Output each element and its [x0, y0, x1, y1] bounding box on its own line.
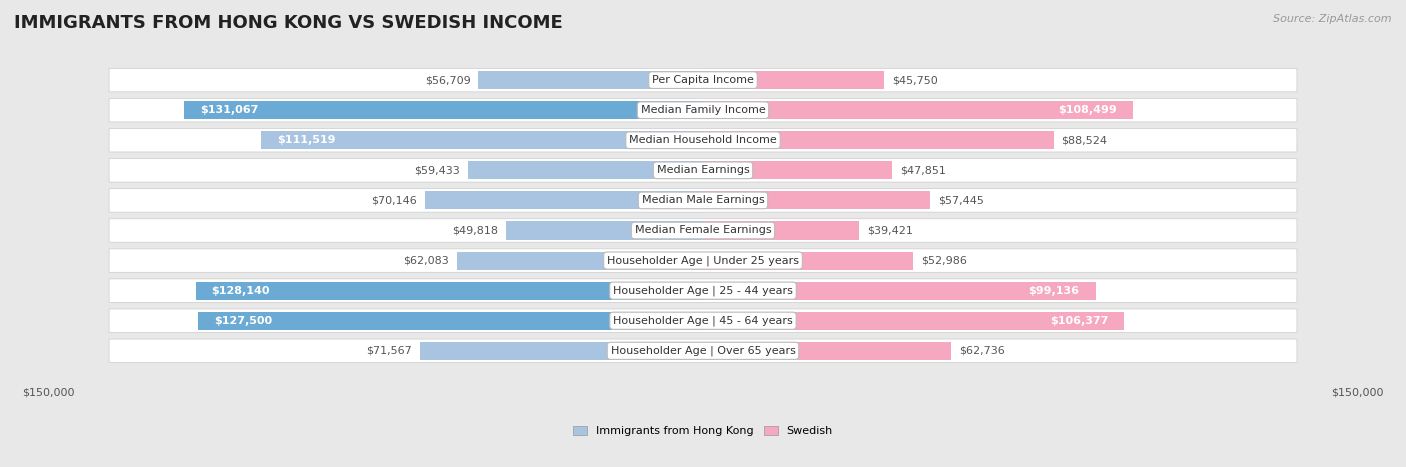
FancyBboxPatch shape	[468, 161, 703, 179]
FancyBboxPatch shape	[703, 131, 1053, 149]
Text: $52,986: $52,986	[921, 255, 966, 266]
Text: $39,421: $39,421	[868, 226, 912, 235]
FancyBboxPatch shape	[262, 131, 703, 149]
Text: Householder Age | Under 25 years: Householder Age | Under 25 years	[607, 255, 799, 266]
FancyBboxPatch shape	[198, 311, 703, 330]
FancyBboxPatch shape	[703, 71, 884, 89]
FancyBboxPatch shape	[110, 279, 1296, 302]
Text: $45,750: $45,750	[891, 75, 938, 85]
Text: Median Female Earnings: Median Female Earnings	[634, 226, 772, 235]
FancyBboxPatch shape	[419, 342, 703, 360]
Text: $70,146: $70,146	[371, 195, 418, 205]
Text: $59,433: $59,433	[413, 165, 460, 175]
FancyBboxPatch shape	[110, 249, 1296, 272]
Text: Householder Age | 45 - 64 years: Householder Age | 45 - 64 years	[613, 316, 793, 326]
FancyBboxPatch shape	[110, 68, 1296, 92]
Legend: Immigrants from Hong Kong, Swedish: Immigrants from Hong Kong, Swedish	[569, 422, 837, 441]
Text: $128,140: $128,140	[211, 286, 270, 296]
Text: $57,445: $57,445	[938, 195, 984, 205]
FancyBboxPatch shape	[110, 99, 1296, 122]
Text: $56,709: $56,709	[425, 75, 471, 85]
Text: Median Family Income: Median Family Income	[641, 105, 765, 115]
Text: IMMIGRANTS FROM HONG KONG VS SWEDISH INCOME: IMMIGRANTS FROM HONG KONG VS SWEDISH INC…	[14, 14, 562, 32]
Text: $62,736: $62,736	[959, 346, 1005, 356]
Text: $99,136: $99,136	[1029, 286, 1080, 296]
Text: $111,519: $111,519	[277, 135, 336, 145]
Text: Median Male Earnings: Median Male Earnings	[641, 195, 765, 205]
FancyBboxPatch shape	[703, 342, 952, 360]
FancyBboxPatch shape	[703, 252, 912, 269]
Text: $106,377: $106,377	[1050, 316, 1108, 325]
FancyBboxPatch shape	[703, 221, 859, 240]
FancyBboxPatch shape	[703, 191, 931, 209]
FancyBboxPatch shape	[457, 252, 703, 269]
Text: $62,083: $62,083	[404, 255, 450, 266]
Text: Householder Age | Over 65 years: Householder Age | Over 65 years	[610, 346, 796, 356]
Text: $150,000: $150,000	[22, 388, 75, 398]
Text: $88,524: $88,524	[1062, 135, 1108, 145]
Text: Householder Age | 25 - 44 years: Householder Age | 25 - 44 years	[613, 285, 793, 296]
Text: $47,851: $47,851	[900, 165, 946, 175]
Text: $49,818: $49,818	[451, 226, 498, 235]
Text: Source: ZipAtlas.com: Source: ZipAtlas.com	[1274, 14, 1392, 24]
FancyBboxPatch shape	[703, 161, 893, 179]
Text: Median Household Income: Median Household Income	[628, 135, 778, 145]
FancyBboxPatch shape	[110, 309, 1296, 333]
FancyBboxPatch shape	[110, 128, 1296, 152]
FancyBboxPatch shape	[425, 191, 703, 209]
Text: Median Earnings: Median Earnings	[657, 165, 749, 175]
Text: $71,567: $71,567	[366, 346, 412, 356]
FancyBboxPatch shape	[195, 282, 703, 300]
FancyBboxPatch shape	[110, 219, 1296, 242]
FancyBboxPatch shape	[184, 101, 703, 119]
Text: $108,499: $108,499	[1057, 105, 1116, 115]
FancyBboxPatch shape	[703, 101, 1133, 119]
FancyBboxPatch shape	[110, 339, 1296, 362]
FancyBboxPatch shape	[703, 282, 1095, 300]
FancyBboxPatch shape	[110, 189, 1296, 212]
FancyBboxPatch shape	[703, 311, 1125, 330]
Text: Per Capita Income: Per Capita Income	[652, 75, 754, 85]
FancyBboxPatch shape	[478, 71, 703, 89]
FancyBboxPatch shape	[110, 159, 1296, 182]
Text: $150,000: $150,000	[1331, 388, 1384, 398]
Text: $131,067: $131,067	[200, 105, 259, 115]
FancyBboxPatch shape	[506, 221, 703, 240]
Text: $127,500: $127,500	[214, 316, 273, 325]
